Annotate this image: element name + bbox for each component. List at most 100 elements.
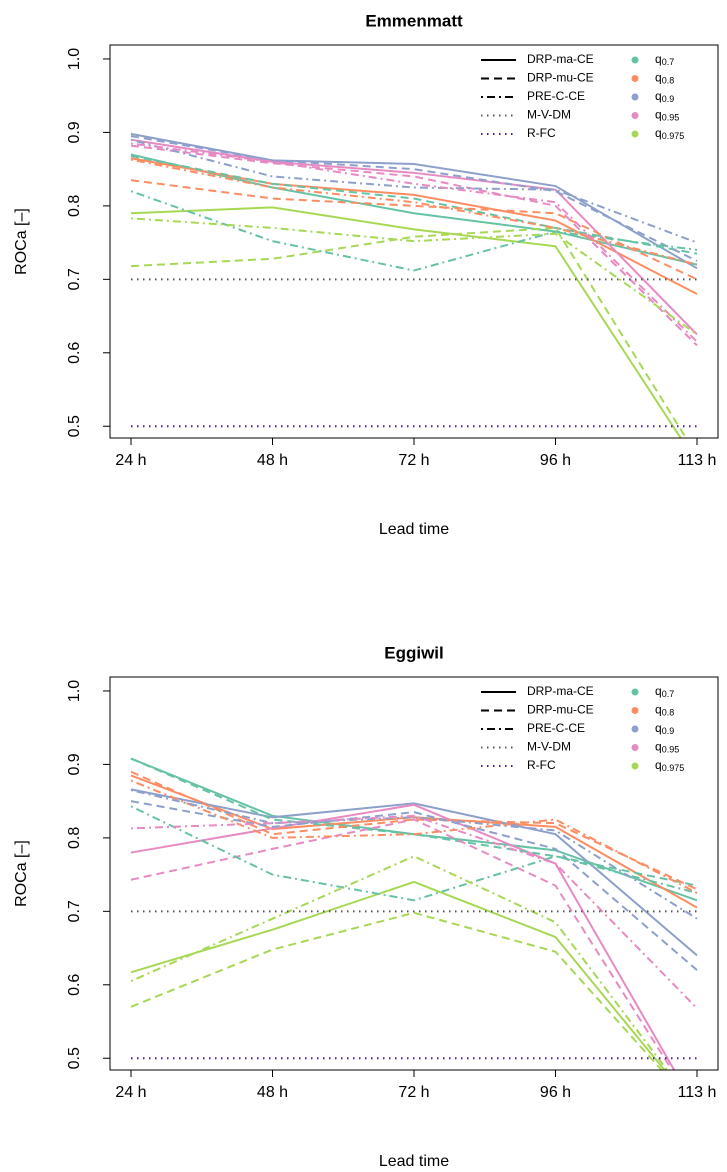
legend-label: q0.8 xyxy=(655,703,674,718)
line xyxy=(130,206,682,438)
line xyxy=(130,800,698,971)
y-tick-label: 0.8 xyxy=(66,195,83,217)
line xyxy=(130,757,698,902)
legend-dot xyxy=(631,744,639,751)
x-tick-label: 96 h xyxy=(540,452,571,469)
panel-title: Eggiwil xyxy=(384,643,444,662)
y-tick-label: 0.7 xyxy=(66,268,83,290)
line xyxy=(130,818,674,1070)
legend-sub: 0.9 xyxy=(662,94,675,104)
plot-box xyxy=(109,676,719,1071)
x-tick-label: 24 h xyxy=(115,1084,146,1101)
legend-q: q xyxy=(655,108,662,122)
y-tick-label: 1.0 xyxy=(66,680,83,702)
legend-label: q0.7 xyxy=(655,684,674,699)
y-tick-label: 0.9 xyxy=(66,753,83,775)
legend-q: q xyxy=(655,758,662,772)
legend-label: q0.975 xyxy=(655,126,684,141)
legend-dot xyxy=(631,725,639,733)
y-tick-label: 0.5 xyxy=(66,415,83,437)
line xyxy=(130,226,688,438)
x-tick-label: 72 h xyxy=(398,1084,429,1101)
legend-q: q xyxy=(655,740,662,754)
x-tick-label: 72 h xyxy=(398,452,429,469)
legend-q: q xyxy=(655,703,662,717)
y-axis-label: ROCa [–] xyxy=(13,208,30,275)
x-axis-label: Lead time xyxy=(379,1153,449,1170)
legend-label: DRP-ma-CE xyxy=(527,684,594,698)
panel-title: Emmenmatt xyxy=(365,11,463,30)
legend-q: q xyxy=(655,721,662,735)
line xyxy=(130,911,663,1070)
line xyxy=(130,814,698,1009)
panel: Eggiwil Lead time ROCa [–] 0.5 0.6 0.7 0.8 0.9 1… xyxy=(13,643,719,1170)
legend-label: q0.7 xyxy=(655,52,674,67)
legend-label: PRE-C-CE xyxy=(527,721,585,735)
legend-sub: 0.8 xyxy=(662,76,675,86)
line xyxy=(130,154,698,255)
legend-label: q0.95 xyxy=(655,108,679,123)
legend-q: q xyxy=(655,71,662,85)
legend-label: q0.9 xyxy=(655,721,674,736)
legend-label: M-V-DM xyxy=(527,740,571,754)
legend-label: q0.8 xyxy=(655,71,674,86)
legend-dot xyxy=(631,130,639,138)
line xyxy=(130,217,698,336)
legend-label: PRE-C-CE xyxy=(527,89,585,103)
line xyxy=(130,158,698,266)
legend-dot xyxy=(631,112,639,119)
legend-label: R-FC xyxy=(527,126,556,140)
legend-sub: 0.9 xyxy=(662,726,675,736)
legend-q: q xyxy=(655,52,662,66)
y-tick-label: 0.8 xyxy=(66,827,83,849)
line xyxy=(130,179,698,281)
x-tick-label: 48 h xyxy=(257,452,288,469)
line xyxy=(130,789,698,920)
y-tick-label: 0.9 xyxy=(66,121,83,143)
x-tick-label: 24 h xyxy=(115,452,146,469)
x-axis-label: Lead time xyxy=(379,521,449,538)
legend-label: R-FC xyxy=(527,758,556,772)
legend-dot xyxy=(631,75,639,82)
line xyxy=(130,138,698,244)
legend-sub: 0.95 xyxy=(662,745,680,755)
legend-label: M-V-DM xyxy=(527,108,571,122)
legend-q: q xyxy=(655,126,662,140)
y-tick-label: 0.5 xyxy=(66,1047,83,1069)
line xyxy=(130,142,698,343)
line xyxy=(130,770,698,891)
y-tick-label: 0.6 xyxy=(66,342,83,364)
y-tick-label: 0.7 xyxy=(66,900,83,922)
legend-sub: 0.7 xyxy=(662,689,675,699)
x-tick-label: 113 h xyxy=(678,1084,717,1101)
line xyxy=(130,803,676,1070)
legend-dot xyxy=(631,762,639,770)
legend-sub: 0.95 xyxy=(662,113,680,123)
panel: Emmenmatt Lead time ROCa [–] 0.5 0.6 0.7 0.8 0.… xyxy=(13,11,719,538)
line xyxy=(130,757,698,887)
y-tick-label: 1.0 xyxy=(66,48,83,70)
lines xyxy=(130,132,698,438)
line xyxy=(130,805,698,902)
legend-sub: 0.975 xyxy=(662,131,685,141)
legend-sub: 0.7 xyxy=(662,57,675,67)
y-axis-label: ROCa [–] xyxy=(13,840,30,907)
plot-box xyxy=(109,44,719,439)
line xyxy=(130,788,698,957)
lines xyxy=(130,757,698,1070)
line xyxy=(130,779,698,894)
legend-label: q0.975 xyxy=(655,758,684,773)
legend-label: DRP-ma-CE xyxy=(527,52,594,66)
legend-label: DRP-mu-CE xyxy=(527,71,594,85)
legend-label: q0.9 xyxy=(655,89,674,104)
line xyxy=(130,190,698,272)
line xyxy=(130,880,666,1070)
legend-label: q0.95 xyxy=(655,740,679,755)
line xyxy=(130,135,698,262)
y-tick-label: 0.6 xyxy=(66,974,83,996)
legend-sub: 0.975 xyxy=(662,763,685,773)
line xyxy=(130,138,698,336)
legend-q: q xyxy=(655,684,662,698)
